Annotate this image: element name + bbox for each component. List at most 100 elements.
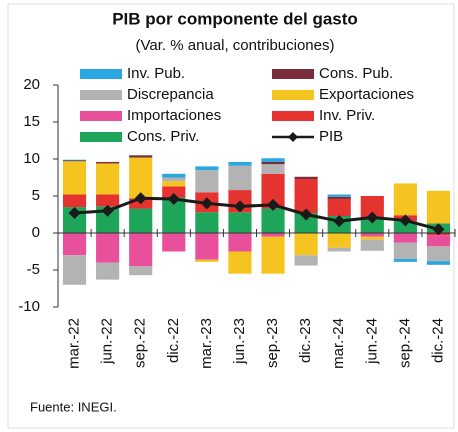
bar-segment (228, 251, 252, 274)
legend-label: Cons. Pub. (319, 65, 393, 82)
bar-segment (96, 206, 120, 233)
x-tick-label: dic.-22 (165, 318, 182, 363)
y-tick-label: 5 (32, 187, 40, 204)
pib-marker (333, 215, 346, 228)
legend-label: Inv. Priv. (319, 107, 375, 124)
x-tick-label: sep.-24 (396, 318, 413, 368)
pib-marker (167, 192, 180, 205)
x-tick-label: jun.-22 (99, 318, 116, 365)
bar-segment (195, 170, 219, 193)
bar-segment (393, 183, 417, 216)
bar-segment (129, 155, 153, 158)
pib-line (74, 196, 439, 231)
bar-segment (426, 261, 451, 265)
bar-segment (129, 266, 153, 276)
bar-segment (228, 212, 252, 233)
bar-segment (426, 235, 451, 247)
x-tick-label: mar.-24 (330, 318, 347, 369)
x-tick-label: mar.-23 (198, 318, 215, 369)
bar-segment (162, 233, 186, 252)
bar-segment (62, 159, 87, 161)
x-tick-label: sep.-22 (132, 318, 149, 368)
pib-marker (134, 192, 147, 205)
legend-swatch (80, 132, 122, 142)
legend-label: Exportaciones (319, 86, 414, 103)
bar-segment (162, 173, 186, 178)
source: Fuente: INEGI. (30, 399, 117, 414)
legend-label: Cons. Priv. (127, 128, 199, 145)
legend-label: Discrepancia (127, 86, 214, 103)
bar-segment (129, 208, 153, 233)
bar-segment (162, 197, 186, 233)
pib-marker (101, 204, 114, 217)
frame (7, 3, 455, 429)
bar-segment (426, 190, 451, 224)
bar-segment (195, 166, 219, 171)
bar-segment (62, 161, 87, 195)
bar-segment (393, 233, 417, 243)
bar-segment (96, 233, 120, 263)
bar-segment (261, 173, 285, 209)
bar-segment (294, 176, 318, 179)
bar-segment (360, 236, 384, 240)
legend-label: PIB (319, 128, 343, 145)
bar-segment (327, 233, 351, 248)
bar-segment (261, 233, 285, 237)
legend-swatch (80, 90, 122, 100)
bar-segment (360, 196, 384, 218)
x-tick-label: dic.-24 (429, 318, 446, 363)
pib-marker (399, 214, 412, 227)
legend-swatch (80, 69, 122, 79)
bar-segment (62, 233, 87, 256)
bar-segment (294, 213, 318, 233)
bar-segment (162, 181, 186, 187)
bar-segment (360, 233, 384, 237)
y-tick-label: 0 (32, 224, 40, 241)
legend-label: Importaciones (127, 107, 221, 124)
bar-segment (327, 196, 351, 199)
legend-label: Inv. Pub. (127, 65, 185, 82)
bar-segment (162, 186, 186, 198)
bar-segment (96, 194, 120, 207)
pib-marker (233, 200, 246, 213)
bar-segment (261, 161, 285, 165)
legend-swatch (272, 69, 314, 79)
pib-marker (267, 198, 280, 211)
x-tick-label: sep.-23 (264, 318, 281, 368)
pib-marker (200, 197, 213, 210)
bar-segment (327, 194, 351, 197)
bar-segment (360, 217, 384, 233)
bar-segment (62, 255, 87, 285)
pib-marker (432, 223, 445, 236)
bar-segment (62, 160, 87, 162)
legend-swatch (288, 132, 298, 142)
bar-segment (96, 262, 120, 280)
bar-segment (129, 233, 153, 267)
y-tick-label: 20 (23, 76, 40, 93)
bar-segment (261, 236, 285, 274)
x-tick-label: jun.-24 (363, 318, 380, 365)
bar-segment (360, 239, 384, 251)
bar-segment (62, 194, 87, 208)
x-tick-label: dic.-23 (297, 318, 314, 363)
bar-segment (228, 233, 252, 252)
y-tick-label: -5 (27, 261, 40, 278)
bar-segment (294, 255, 318, 266)
pib-marker (366, 211, 379, 224)
bar-segment (261, 158, 285, 162)
legend-swatch (272, 111, 314, 121)
bar-segment (426, 246, 451, 262)
bar-segment (294, 233, 318, 256)
bar-segment (228, 161, 252, 166)
bar-segment (195, 212, 219, 233)
pib-marker (68, 207, 81, 220)
bar-segment (327, 247, 351, 252)
bar-segment (393, 258, 417, 262)
bar-segment (96, 161, 120, 164)
bar-segment (261, 208, 285, 233)
bar-segment (96, 163, 120, 195)
bar-segment (195, 233, 219, 260)
pib-marker (300, 208, 313, 221)
bar-segment (195, 259, 219, 262)
